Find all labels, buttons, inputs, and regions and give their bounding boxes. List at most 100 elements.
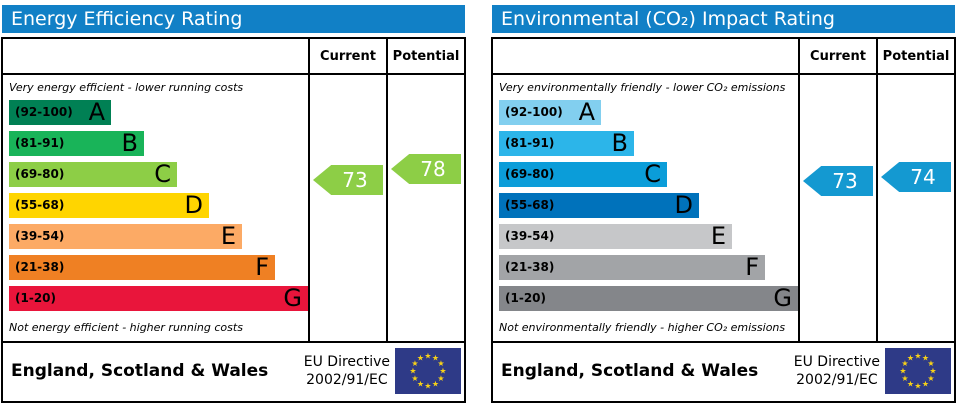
band-range: (21-38) — [505, 260, 555, 275]
band-d: (55-68) D — [499, 190, 699, 219]
current-column-header: Current — [798, 39, 876, 73]
potential-rating-value: 74 — [910, 165, 936, 189]
eu-flag-icon: ★ ★★ ★★★ ★★★ ★★★ — [395, 348, 461, 394]
band-range: (69-80) — [505, 167, 555, 182]
table-body-row: Very energy efficient - lower running co… — [3, 75, 464, 341]
current-column-header: Current — [308, 39, 386, 73]
eu-flag-icon: ★ ★★ ★★★ ★★★ ★★★ — [885, 348, 951, 394]
eu-directive-label: EU Directive 2002/91/EC — [794, 353, 880, 389]
band-letter: C — [644, 159, 661, 188]
band-a: (92-100) A — [499, 97, 601, 126]
table-header-row: Current Potential — [3, 39, 464, 75]
band-range: (21-38) — [15, 260, 65, 275]
svg-text:★: ★ — [417, 380, 424, 389]
svg-text:★: ★ — [411, 359, 418, 368]
band-range: (1-20) — [505, 291, 546, 306]
panel-title: Energy Efficiency Rating — [2, 5, 465, 33]
rating-table: Current Potential Very environmentally f… — [491, 37, 956, 403]
band-letter: E — [220, 221, 236, 250]
rating-table: Current Potential Very energy efficient … — [1, 37, 466, 403]
energy-efficiency-panel: Energy Efficiency Rating Current Potenti… — [0, 0, 467, 404]
current-rating-arrow: 73 — [313, 165, 383, 195]
band-range: (55-68) — [505, 198, 555, 213]
band-g: (1-20) G — [499, 283, 798, 312]
table-footer-row: England, Scotland & Wales EU Directive 2… — [493, 341, 954, 399]
potential-rating-value: 78 — [420, 157, 446, 181]
band-range: (69-80) — [15, 167, 65, 182]
svg-text:★: ★ — [922, 380, 929, 389]
band-d: (55-68) D — [9, 190, 209, 219]
top-note: Very energy efficient - lower running co… — [9, 80, 244, 94]
eu-directive-line2: 2002/91/EC — [306, 372, 388, 388]
svg-text:★: ★ — [417, 354, 424, 363]
potential-rating-arrow: 78 — [391, 154, 461, 184]
table-footer-row: England, Scotland & Wales EU Directive 2… — [3, 341, 464, 399]
svg-text:★: ★ — [929, 367, 936, 376]
svg-text:★: ★ — [437, 359, 444, 368]
svg-text:★: ★ — [914, 352, 921, 361]
svg-text:★: ★ — [907, 354, 914, 363]
band-range: (81-91) — [15, 136, 65, 151]
band-letter: A — [578, 97, 595, 126]
svg-text:★: ★ — [927, 359, 934, 368]
band-letter: G — [283, 283, 302, 312]
eu-directive-line2: 2002/91/EC — [796, 372, 878, 388]
current-column: 73 — [308, 75, 386, 341]
band-range: (1-20) — [15, 291, 56, 306]
region-label: England, Scotland & Wales — [11, 361, 269, 381]
band-b: (81-91) B — [499, 128, 634, 157]
potential-rating-arrow: 74 — [881, 162, 951, 192]
band-c: (69-80) C — [9, 161, 177, 187]
current-column: 73 — [798, 75, 876, 341]
band-range: (92-100) — [505, 105, 563, 120]
band-f: (21-38) F — [9, 254, 275, 280]
band-a: (92-100) A — [9, 97, 111, 126]
bands-area: Very energy efficient - lower running co… — [3, 75, 308, 341]
band-e: (39-54) E — [499, 221, 732, 250]
svg-text:★: ★ — [901, 359, 908, 368]
eu-directive-line1: EU Directive — [793, 353, 880, 370]
environmental-impact-panel: Environmental (CO₂) Impact Rating Curren… — [490, 0, 957, 404]
band-letter: B — [121, 128, 138, 157]
potential-column-header: Potential — [876, 39, 954, 73]
svg-text:★: ★ — [907, 380, 914, 389]
potential-column: 74 — [876, 75, 954, 341]
panel-title: Environmental (CO₂) Impact Rating — [492, 5, 955, 33]
band-letter: D — [184, 190, 203, 219]
potential-column-header: Potential — [386, 39, 464, 73]
region-label: England, Scotland & Wales — [501, 361, 759, 381]
bottom-note: Not energy efficient - higher running co… — [9, 320, 243, 334]
band-range: (39-54) — [505, 229, 555, 244]
svg-text:★: ★ — [432, 380, 439, 389]
svg-text:★: ★ — [439, 367, 446, 376]
band-range: (92-100) — [15, 105, 73, 120]
eu-directive-label: EU Directive 2002/91/EC — [304, 353, 390, 389]
current-rating-value: 73 — [832, 169, 858, 193]
band-letter: B — [611, 128, 628, 157]
svg-text:★: ★ — [899, 367, 906, 376]
top-note: Very environmentally friendly - lower CO… — [499, 80, 786, 94]
band-letter: E — [710, 221, 726, 250]
svg-text:★: ★ — [914, 382, 921, 391]
band-letter: A — [88, 97, 105, 126]
svg-text:★: ★ — [424, 382, 431, 391]
band-range: (39-54) — [15, 229, 65, 244]
band-g: (1-20) G — [9, 283, 308, 312]
svg-text:★: ★ — [424, 352, 431, 361]
band-f: (21-38) F — [499, 252, 765, 281]
svg-text:★: ★ — [437, 374, 444, 383]
svg-text:★: ★ — [922, 354, 929, 363]
header-spacer — [3, 39, 308, 73]
band-range: (55-68) — [15, 198, 65, 213]
svg-text:★: ★ — [409, 367, 416, 376]
band-letter: F — [745, 252, 759, 281]
band-c: (69-80) C — [499, 159, 667, 188]
band-e: (39-54) E — [9, 221, 242, 250]
svg-text:★: ★ — [411, 374, 418, 383]
band-letter: G — [773, 283, 792, 312]
svg-text:★: ★ — [927, 374, 934, 383]
svg-text:★: ★ — [901, 374, 908, 383]
table-header-row: Current Potential — [493, 39, 954, 75]
current-rating-value: 73 — [342, 168, 368, 192]
band-letter: D — [674, 190, 693, 219]
